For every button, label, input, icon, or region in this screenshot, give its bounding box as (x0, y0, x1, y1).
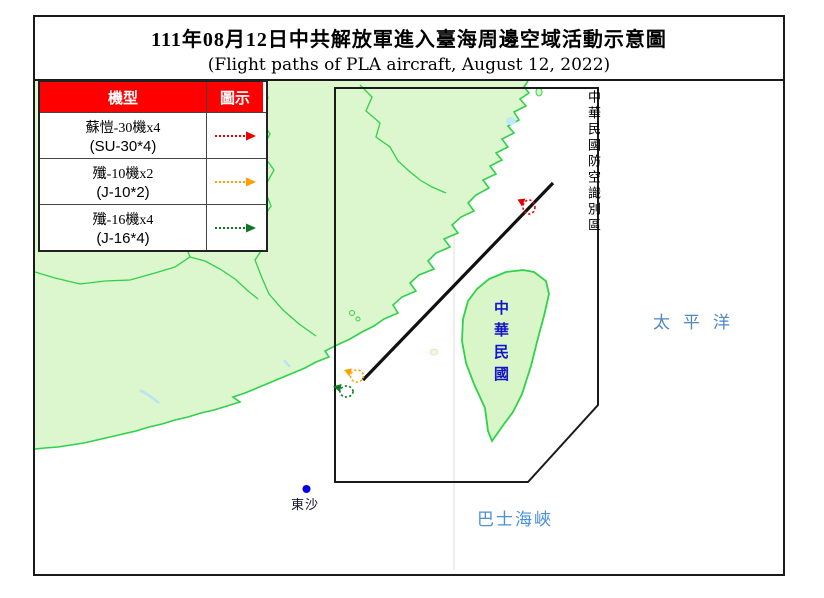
province-border-4 (359, 84, 447, 194)
title-box: 111年08月12日中共解放軍進入臺海周邊空域活動示意圖 (Flight pat… (33, 15, 785, 81)
dongsha-dot (302, 485, 311, 493)
adiz-boundary (334, 87, 599, 483)
bashi-channel-label: 巴士海峽 (477, 510, 553, 529)
red-dashed-arrow-icon (207, 113, 263, 158)
pacific-ocean-label: 太平洋 (653, 313, 743, 332)
legend-header-icon: 圖示 (207, 82, 263, 112)
china-coastline (35, 81, 531, 450)
legend-row-j16: 殲-16機x4 (J-16*4) (40, 204, 266, 250)
legend-row-su30: 蘇愷-30機x4 (SU-30*4) (40, 112, 266, 158)
orange-dashed-arrow-icon (207, 159, 263, 204)
legend-row-j10: 殲-10機x2 (J-10*2) (40, 158, 266, 204)
legend-header-row: 機型 圖示 (40, 82, 266, 112)
green-dashed-arrow-icon (207, 205, 263, 250)
taiwan-country-label: 中華民國 (492, 300, 508, 388)
islet-matsu (535, 87, 543, 97)
adiz-vertical-label: 中華民國防空識別區 (586, 90, 601, 234)
title-divider (33, 79, 783, 81)
legend-aircraft-name: 蘇愷-30機x4 (SU-30*4) (40, 113, 207, 158)
taiwan-island (461, 269, 550, 443)
page-subtitle: (Flight paths of PLA aircraft, August 12… (207, 55, 611, 75)
page-title: 111年08月12日中共解放軍進入臺海周邊空域活動示意圖 (151, 29, 667, 51)
legend-header-type: 機型 (40, 82, 207, 112)
dongsha-label: 東沙 (291, 497, 320, 512)
coastal-bay (506, 117, 516, 125)
islet-kinmen (349, 310, 355, 316)
islet-kinmen-2 (355, 316, 361, 322)
legend-table: 機型 圖示 蘇愷-30機x4 (SU-30*4) 殲-10機x2 (J-10*2… (38, 80, 268, 252)
province-border-3 (35, 256, 259, 300)
river-2 (283, 359, 291, 368)
river-1 (139, 388, 160, 404)
legend-aircraft-name: 殲-16機x4 (J-16*4) (40, 205, 207, 250)
j10-flight-path (344, 368, 365, 383)
j16-flight-path (333, 384, 354, 398)
median-line (361, 181, 555, 382)
legend-aircraft-name: 殲-10機x2 (J-10*2) (40, 159, 207, 204)
su30-flight-path (517, 198, 536, 215)
islet-penghu (429, 348, 439, 356)
